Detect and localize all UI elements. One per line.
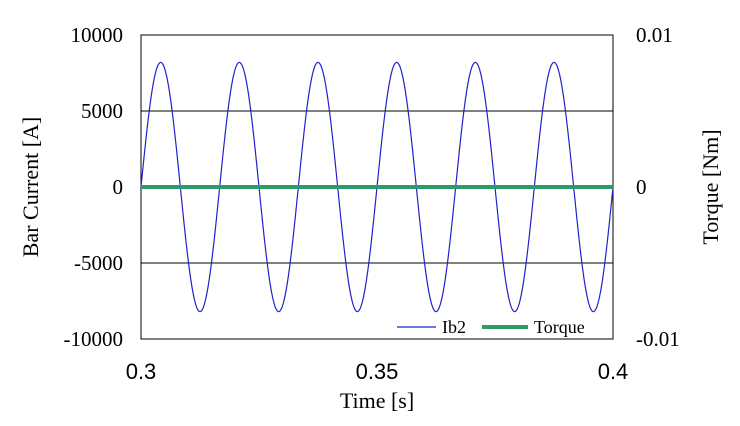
y-tick-label: -10000	[64, 327, 124, 351]
y2-tick-label: 0.01	[636, 23, 673, 47]
y-tick-label: 5000	[81, 99, 123, 123]
y2-axis-label: Torque [Nm]	[698, 129, 723, 244]
x-axis-label: Time [s]	[340, 388, 414, 413]
x-tick-label: 0.35	[356, 359, 399, 384]
x-tick-label: 0.4	[598, 359, 629, 384]
y-tick-label: 0	[113, 175, 124, 199]
legend-label-torque: Torque	[534, 317, 585, 337]
legend: Ib2 Torque	[397, 317, 585, 337]
legend-label-ib2: Ib2	[442, 317, 466, 337]
x-tick-label: 0.3	[126, 359, 157, 384]
series-layer	[140, 61, 614, 313]
y2-tick-label: 0	[636, 175, 647, 199]
tick-labels: 10000 5000 0 -5000 -10000 0.01 0 -0.01 0.3 0.35 0.…	[64, 23, 680, 384]
y-tick-label: 10000	[71, 23, 124, 47]
y-tick-label: -5000	[74, 251, 123, 275]
y2-tick-label: -0.01	[636, 327, 680, 351]
y-axis-label: Bar Current [A]	[18, 117, 43, 258]
